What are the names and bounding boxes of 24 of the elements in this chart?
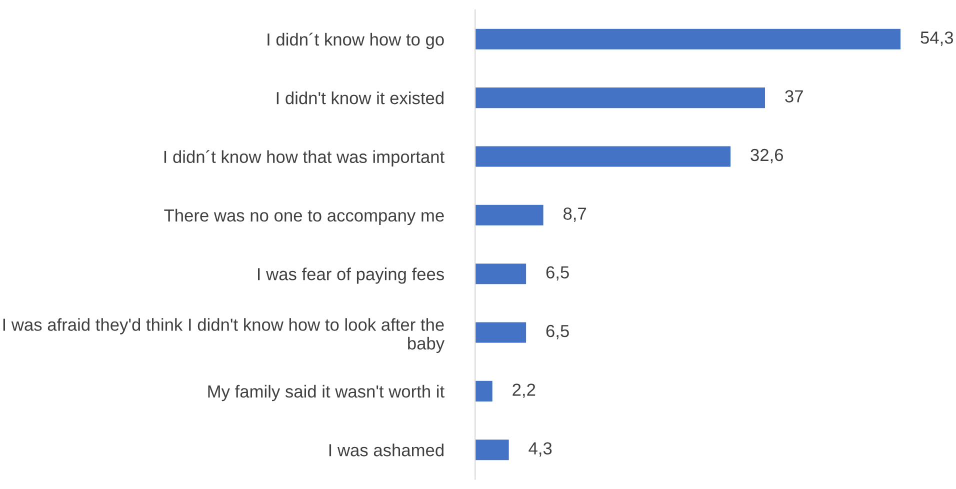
y-tick-label: I didn't know it existed	[276, 92, 444, 104]
bar	[475, 440, 509, 460]
y-tick-label: My family said it wasn't worth it	[208, 384, 444, 402]
y-tick-label: I was afraid they'd think I didn't know how to look after the baby	[3, 318, 445, 354]
y-tick-label: There was no one to accompany me	[164, 208, 444, 226]
y-tick-label: I didn´t know how that was important	[164, 150, 444, 166]
bar	[475, 28, 901, 50]
data-label: 54,3	[920, 31, 954, 46]
data-label: 6,5	[546, 266, 569, 281]
data-label: 6,5	[546, 324, 569, 340]
data-label: 4,3	[528, 442, 552, 457]
bar	[475, 146, 731, 167]
bar	[475, 322, 526, 343]
y-tick-label: I was fear of paying fees	[258, 268, 444, 284]
y-tick-label: I was ashamed	[329, 444, 444, 456]
data-label: 8,7	[563, 208, 586, 222]
data-label: 32,6	[750, 148, 784, 164]
bar	[475, 88, 766, 108]
bar	[475, 380, 492, 402]
bar	[475, 264, 526, 284]
data-label: 37	[785, 90, 803, 102]
bar	[475, 204, 544, 226]
y-tick-label: I didn´t know how to go	[268, 32, 444, 50]
data-label: 2,2	[512, 384, 536, 398]
